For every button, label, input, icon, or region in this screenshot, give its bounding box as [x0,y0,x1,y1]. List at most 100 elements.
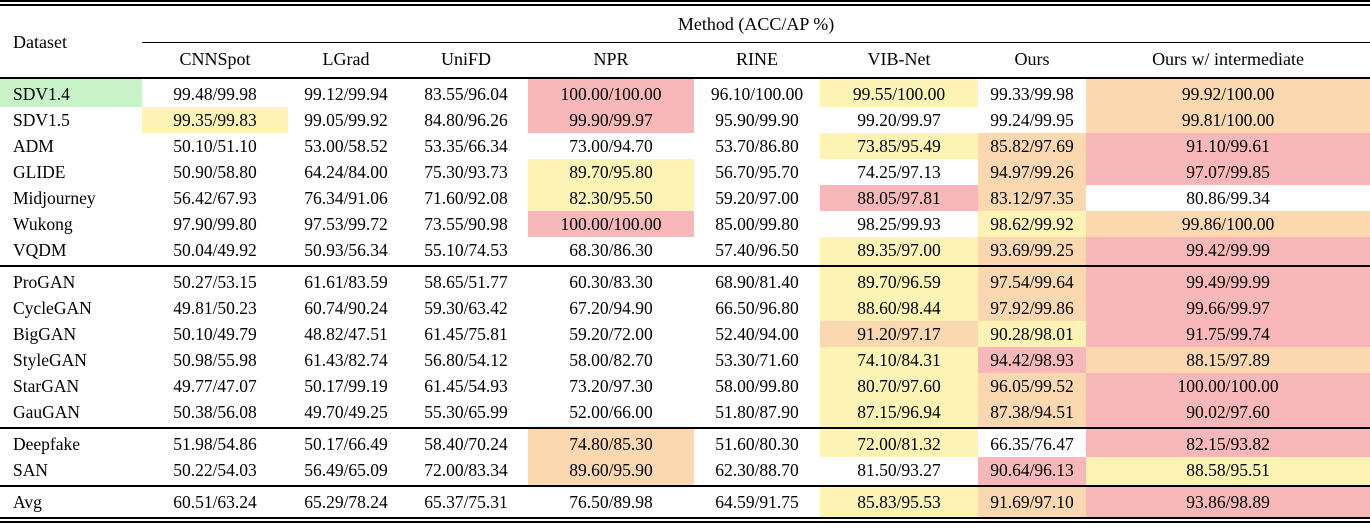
metric-cell: 52.00/66.00 [569,402,653,422]
metric-cell: 87.38/94.51 [978,399,1086,428]
metric-cell: 95.90/99.90 [715,110,799,130]
metric-cell: 99.42/99.99 [1086,237,1370,266]
table-row: ADM 50.10/51.10 53.00/58.52 53.35/66.34 73.0… [0,133,1370,159]
metric-cell: 91.69/97.10 [978,486,1086,520]
metric-cell: 61.61/83.59 [304,272,388,292]
metric-cell: 61.43/82.74 [304,350,388,370]
metric-cell: 89.60/95.90 [528,457,694,486]
table-header: Dataset Method (ACC/AP %) CNNSpot LGrad … [0,3,1370,78]
metric-cell: 97.53/99.72 [304,214,388,234]
metric-cell: 93.69/99.25 [978,237,1086,266]
metric-cell: 60.30/83.30 [569,272,653,292]
metric-cell: 50.22/54.03 [173,460,257,480]
table-row: SDV1.4 99.48/99.98 99.12/99.94 83.55/96.04 1… [0,78,1370,107]
column-header-vibnet: VIB-Net [867,49,931,69]
table-row: StarGAN 49.77/47.07 50.17/99.19 61.45/54.93… [0,373,1370,399]
dataset-label: GLIDE [13,162,66,182]
metric-cell: 99.92/100.00 [1086,78,1370,107]
metric-cell: 55.30/65.99 [424,402,508,422]
metric-cell: 64.59/91.75 [715,492,799,512]
metric-cell: 81.50/93.27 [857,460,941,480]
metric-cell: 57.40/96.50 [715,240,799,260]
metric-cell: 87.15/96.94 [820,399,978,428]
metric-cell: 73.00/94.70 [569,136,653,156]
metric-cell: 48.82/47.51 [304,324,388,344]
metric-cell: 51.80/87.90 [715,402,799,422]
dataset-label: SDV1.5 [13,110,70,130]
metric-cell: 68.30/86.30 [569,240,653,260]
metric-cell: 96.05/99.52 [978,373,1086,399]
metric-cell: 85.82/97.69 [978,133,1086,159]
metric-cell: 49.77/47.07 [173,376,257,396]
metric-cell: 67.20/94.90 [569,298,653,318]
metric-cell: 58.65/51.77 [424,272,508,292]
metric-cell: 94.42/98.93 [978,347,1086,373]
metric-cell: 50.98/55.98 [173,350,257,370]
metric-cell: 99.66/99.97 [1086,295,1370,321]
table-section-1: SDV1.4 99.48/99.98 99.12/99.94 83.55/96.04 1… [0,78,1370,266]
table-section-4: Avg 60.51/63.24 65.29/78.24 65.37/75.31 76.5… [0,486,1370,520]
metric-cell: 55.10/74.53 [424,240,508,260]
metric-cell: 50.90/58.80 [173,162,257,182]
metric-cell: 90.02/97.60 [1086,399,1370,428]
metric-cell: 99.05/99.92 [304,110,388,130]
metric-cell: 80.70/97.60 [820,373,978,399]
table-row: SDV1.5 99.35/99.83 99.05/99.92 84.80/96.26 9… [0,107,1370,133]
dataset-label: Midjourney [13,188,96,208]
dataset-label: Wukong [13,214,73,234]
metric-cell: 76.34/91.06 [304,188,388,208]
column-header-npr: NPR [593,49,629,69]
metric-cell: 89.70/95.80 [528,159,694,185]
dataset-label: CycleGAN [13,298,92,318]
dataset-label: GauGAN [13,402,81,422]
metric-cell: 49.81/50.23 [173,298,257,318]
metric-cell: 73.55/90.98 [424,214,508,234]
metric-cell: 97.92/99.86 [978,295,1086,321]
metric-cell: 56.42/67.93 [173,188,257,208]
table-row: Avg 60.51/63.24 65.29/78.24 65.37/75.31 76.5… [0,486,1370,520]
table-row: CycleGAN 49.81/50.23 60.74/90.24 59.30/63.4… [0,295,1370,321]
metric-cell: 91.20/97.17 [820,321,978,347]
dataset-label: StyleGAN [13,350,87,370]
metric-cell: 58.40/70.24 [424,434,508,454]
metric-cell: 59.30/63.42 [424,298,508,318]
metric-cell: 76.50/89.98 [569,492,653,512]
table-row: ProGAN 50.27/53.15 61.61/83.59 58.65/51.77 6… [0,266,1370,295]
metric-cell: 62.30/88.70 [715,460,799,480]
table-row: Midjourney 56.42/67.93 76.34/91.06 71.60/92… [0,185,1370,211]
metric-cell: 98.25/99.93 [857,214,941,234]
table-row: GauGAN 50.38/56.08 49.70/49.25 55.30/65.99 5… [0,399,1370,428]
metric-cell: 99.33/99.98 [990,84,1074,104]
metric-cell: 50.93/56.34 [304,240,388,260]
metric-cell: 98.62/99.92 [978,211,1086,237]
metric-cell: 91.10/99.61 [1086,133,1370,159]
column-header-lgrad: LGrad [322,49,370,69]
metric-cell: 82.15/93.82 [1086,428,1370,457]
metric-cell: 60.74/90.24 [304,298,388,318]
metric-cell: 99.86/100.00 [1086,211,1370,237]
metric-cell: 100.00/100.00 [1086,373,1370,399]
metric-cell: 53.30/71.60 [715,350,799,370]
metric-cell: 51.98/54.86 [173,434,257,454]
metric-cell: 51.60/80.30 [715,434,799,454]
metric-cell: 50.27/53.15 [173,272,257,292]
metric-cell: 94.97/99.26 [978,159,1086,185]
column-header-rine: RINE [736,49,778,69]
dataset-label: ProGAN [13,272,76,292]
metric-cell: 60.51/63.24 [173,492,257,512]
dataset-label: SDV1.4 [0,78,142,107]
dataset-column-header: Dataset [13,31,67,52]
metric-cell: 50.38/56.08 [173,402,257,422]
metric-cell: 90.28/98.01 [978,321,1086,347]
metric-cell: 74.25/97.13 [857,162,941,182]
metric-cell: 50.04/49.92 [173,240,257,260]
table-row: SAN 50.22/54.03 56.49/65.09 72.00/83.34 89.6… [0,457,1370,486]
table-section-2: ProGAN 50.27/53.15 61.61/83.59 58.65/51.77 6… [0,266,1370,428]
metric-cell: 52.40/94.00 [715,324,799,344]
metric-cell: 85.83/95.53 [820,486,978,520]
metric-cell: 90.64/96.13 [978,457,1086,486]
table-row: Deepfake 51.98/54.86 50.17/66.49 58.40/70.2… [0,428,1370,457]
metric-cell: 75.30/93.73 [424,162,508,182]
metric-cell: 58.00/99.80 [715,376,799,396]
